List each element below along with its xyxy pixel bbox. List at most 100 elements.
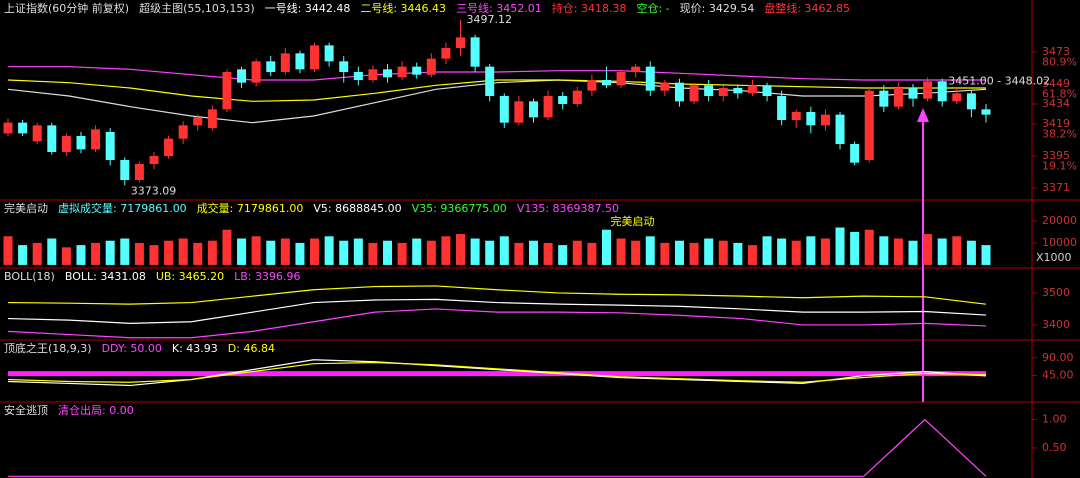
volume-bar bbox=[120, 238, 130, 265]
volume-bar bbox=[981, 245, 991, 265]
volume-bar bbox=[324, 236, 334, 265]
candle-body bbox=[820, 114, 830, 126]
volume-bar bbox=[572, 240, 582, 265]
volume-bar bbox=[178, 238, 188, 265]
candle-body bbox=[383, 69, 393, 78]
y-tick-label: 3371 bbox=[1042, 181, 1070, 194]
volume-bar bbox=[660, 242, 670, 265]
candle-body bbox=[806, 112, 816, 126]
volume-bar bbox=[164, 240, 174, 265]
volume-bar bbox=[923, 234, 933, 265]
volume-bar bbox=[310, 238, 320, 265]
volume-bar bbox=[266, 240, 276, 265]
candle-body bbox=[572, 90, 582, 104]
volume-bar bbox=[32, 242, 42, 265]
y-tick-label: 45.00 bbox=[1042, 369, 1074, 382]
ma-line bbox=[7, 79, 987, 124]
candle-body bbox=[660, 82, 670, 91]
volume-bar bbox=[383, 240, 393, 265]
volume-bar bbox=[747, 245, 757, 265]
candle-body bbox=[61, 136, 71, 152]
candle-body bbox=[631, 66, 641, 72]
candle-body bbox=[18, 122, 28, 134]
volume-bar bbox=[134, 242, 144, 265]
panel-header: BOLL(18) bbox=[4, 270, 55, 283]
y-tick-label: 3449 bbox=[1042, 77, 1070, 90]
candle-body bbox=[601, 80, 611, 86]
fib-label: 61.8% bbox=[1042, 88, 1077, 101]
candle-body bbox=[704, 85, 714, 96]
panel-header: 完美启动 bbox=[4, 201, 48, 215]
volume-bar bbox=[937, 238, 947, 265]
volume-bar bbox=[456, 234, 466, 265]
volume-bar bbox=[470, 238, 480, 265]
volume-bar bbox=[952, 236, 962, 265]
candle-body bbox=[222, 72, 232, 110]
y-tick-label: 90.00 bbox=[1042, 351, 1074, 364]
panel-header: 安全逃顶 bbox=[4, 403, 48, 417]
y-tick-label: 20000 bbox=[1042, 214, 1077, 227]
volume-bar bbox=[368, 242, 378, 265]
volume-bar bbox=[426, 240, 436, 265]
fib-label: 80.9% bbox=[1042, 56, 1077, 69]
ma-line bbox=[7, 79, 986, 102]
candle-body bbox=[32, 125, 42, 142]
candle-body bbox=[193, 117, 203, 126]
panel-header: 二号线: 3446.43 bbox=[360, 1, 446, 15]
volume-bar bbox=[295, 242, 305, 265]
candle-body bbox=[3, 122, 13, 134]
volume-bar bbox=[718, 240, 728, 265]
volume-bar bbox=[645, 236, 655, 265]
candle-body bbox=[251, 61, 261, 83]
candle-body bbox=[266, 61, 276, 72]
candle-body bbox=[120, 160, 130, 180]
candle-body bbox=[923, 81, 933, 99]
candle-body bbox=[207, 109, 217, 128]
volume-bar bbox=[76, 245, 86, 265]
panel-header: BOLL: 3431.08 bbox=[65, 270, 146, 283]
volume-annotation: 完美启动 bbox=[610, 214, 654, 228]
y-tick-label: 3400 bbox=[1042, 318, 1070, 331]
candle-body bbox=[485, 66, 495, 96]
volume-bar bbox=[222, 229, 232, 265]
price-annotation: 3373.09 bbox=[131, 184, 177, 197]
candle-body bbox=[178, 125, 188, 139]
candle-body bbox=[850, 144, 860, 163]
candle-body bbox=[280, 53, 290, 72]
candle-body bbox=[397, 66, 407, 78]
volume-bar bbox=[105, 240, 115, 265]
volume-bar bbox=[193, 242, 203, 265]
panel-header: 超级主图(55,103,153) bbox=[139, 1, 255, 15]
candle-body bbox=[105, 132, 115, 160]
panel-dividers bbox=[0, 199, 1080, 403]
panel-header: 空仓: - bbox=[636, 1, 669, 15]
volume-bar bbox=[47, 238, 57, 265]
candle-body bbox=[514, 101, 524, 123]
volume-bar bbox=[733, 242, 743, 265]
candle-body bbox=[528, 101, 538, 118]
candle-body bbox=[835, 114, 845, 144]
candle-body bbox=[645, 66, 655, 91]
volume-bar bbox=[499, 236, 509, 265]
panel-header: D: 46.84 bbox=[228, 342, 275, 355]
price-annotation: 3497.12 bbox=[467, 13, 512, 26]
volume-bar bbox=[966, 240, 976, 265]
candle-body bbox=[339, 61, 349, 72]
panel-header: K: 43.93 bbox=[172, 342, 218, 355]
fib-label: 38.2% bbox=[1042, 128, 1077, 141]
volume-bar bbox=[631, 240, 641, 265]
candle-body bbox=[456, 37, 466, 48]
volume-bar bbox=[879, 236, 889, 265]
panel-header: 成交量: 7179861.00 bbox=[197, 201, 304, 215]
candle-body bbox=[937, 81, 947, 102]
panel-header: V5: 8688845.00 bbox=[313, 202, 401, 215]
candle-body bbox=[747, 85, 757, 94]
candle-body bbox=[134, 164, 144, 180]
indicator-line bbox=[7, 361, 987, 383]
volume-bar bbox=[850, 231, 860, 265]
candle-body bbox=[587, 80, 597, 91]
candle-body bbox=[368, 69, 378, 80]
candle-body bbox=[864, 90, 874, 160]
volume-bar bbox=[91, 242, 101, 265]
